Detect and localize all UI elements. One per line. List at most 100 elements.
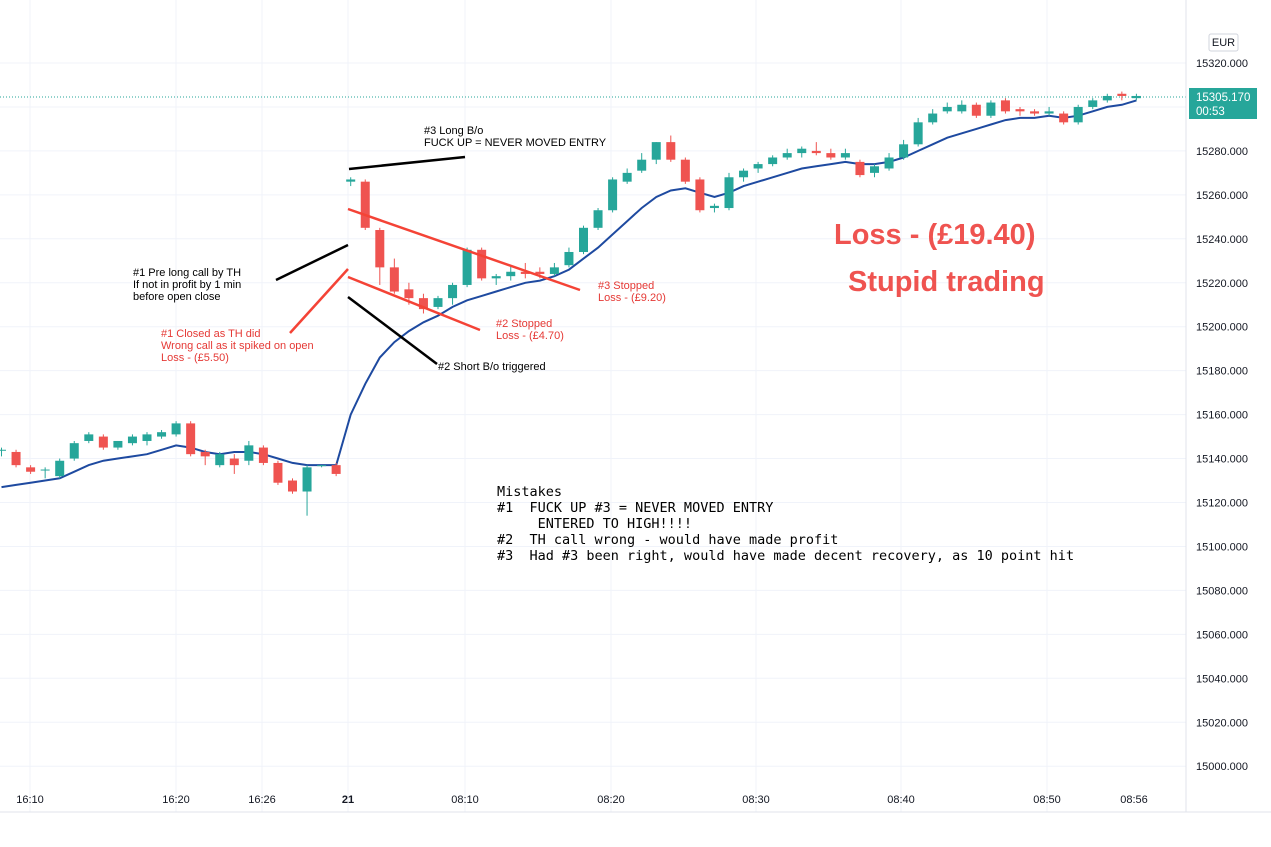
candle-body: [84, 434, 94, 441]
long-bo-line: [348, 155, 466, 171]
y-tick-label: 15180.000: [1196, 366, 1248, 378]
y-tick-label: 15140.000: [1196, 454, 1248, 466]
pre-long-note: #1 Pre long call by TH If not in profit …: [133, 267, 244, 303]
stopped2-note-line: Loss - (£4.70): [496, 330, 564, 342]
candle-body: [870, 166, 879, 173]
candle-body: [724, 177, 734, 209]
candle-body: [1000, 100, 1010, 112]
pre-long-pointer-line: [275, 243, 349, 282]
candle-body: [273, 462, 283, 483]
candle-body: [258, 447, 268, 463]
y-tick-label: 15100.000: [1196, 541, 1248, 553]
candle-body: [608, 179, 618, 211]
candle-body: [69, 443, 79, 459]
candle-body: [11, 451, 21, 466]
currency-badge[interactable]: [1208, 33, 1239, 52]
candle-body: [418, 298, 428, 310]
candle-body: [55, 460, 65, 477]
mistakes-line: #1 FUCK UP #3 = NEVER MOVED ENTRY: [497, 500, 773, 516]
closed-th-note-line: Loss - (£5.50): [161, 352, 229, 364]
candle-body: [826, 153, 836, 158]
candle-body: [506, 271, 516, 277]
long-bo-note-line: #3 Long B/o: [424, 125, 483, 137]
candle-body: [797, 148, 807, 154]
candle-body: [1015, 109, 1025, 112]
candle-body: [579, 227, 588, 252]
candle-body: [448, 284, 458, 299]
candle-body: [1102, 95, 1112, 101]
candle-body: [0, 449, 6, 451]
stopped3-note-line: #3 Stopped: [598, 280, 654, 292]
short-bo-pointer-line: [347, 296, 438, 365]
mistakes-line: ENTERED TO HIGH!!!!: [497, 516, 692, 532]
candle-body: [1088, 100, 1098, 107]
x-tick-label: 08:40: [887, 794, 915, 806]
candle-body: [1073, 106, 1083, 123]
y-tick-label: 15040.000: [1196, 673, 1248, 685]
y-tick-label: 15080.000: [1196, 585, 1248, 597]
stupid-trading-label: Stupid trading: [848, 266, 1045, 298]
candle-body: [957, 104, 967, 112]
price-axis[interactable]: 15320.00015300.00015280.00015260.0001524…: [1185, 0, 1271, 847]
x-tick-label: 08:20: [597, 794, 625, 806]
candle-body: [564, 251, 574, 266]
total-loss-label: Loss - (£19.40): [834, 219, 1035, 251]
x-tick-label: 21: [342, 794, 354, 806]
candle-body: [549, 267, 559, 274]
candle-body: [360, 181, 370, 228]
x-tick-label: 16:26: [248, 794, 276, 806]
candle-body: [40, 469, 50, 471]
stop2-red-line: [347, 275, 481, 332]
closed-th-note-line: #1 Closed as TH did: [161, 328, 260, 340]
short-bo-note: #2 Short B/o triggered: [438, 361, 546, 373]
stopped2-note: #2 Stopped Loss - (£4.70): [496, 318, 564, 342]
candle-body: [899, 144, 909, 158]
annotation-drawings: [275, 155, 581, 365]
long-bo-note: #3 Long B/o FUCK UP = NEVER MOVED ENTRY: [424, 125, 607, 149]
candle-body: [535, 271, 545, 274]
candles-layer: [0, 91, 1141, 516]
candle-body: [986, 102, 996, 116]
pre-long-note-line: before open close: [133, 291, 220, 303]
candle-body: [695, 179, 705, 211]
y-tick-label: 15220.000: [1196, 278, 1248, 290]
x-tick-label: 08:10: [451, 794, 479, 806]
y-tick-label: 15320.000: [1196, 58, 1248, 70]
mistakes-line: #2 TH call wrong - would have made profi…: [497, 532, 838, 548]
mistakes-note: Mistakes #1 FUCK UP #3 = NEVER MOVED ENT…: [497, 484, 1074, 564]
closed-th-note-line: Wrong call as it spiked on open: [161, 340, 314, 352]
y-tick-label: 15020.000: [1196, 717, 1248, 729]
candle-body: [491, 276, 501, 279]
last-price-badge: [1189, 88, 1257, 119]
candle-body: [1131, 95, 1141, 99]
candle-body: [157, 432, 167, 437]
candle-body: [1044, 111, 1054, 114]
y-tick-label: 15060.000: [1196, 629, 1248, 641]
stopped3-note-line: Loss - (£9.20): [598, 292, 666, 304]
candle-body: [200, 451, 210, 457]
time-axis[interactable]: 16:10 16:20 16:26 21 08:10 08:20 08:30 08:40 08:…: [0, 794, 1271, 813]
pre-long-note-line: If not in profit by 1 min: [133, 279, 241, 291]
candle-body: [768, 157, 778, 165]
x-tick-label: 16:10: [16, 794, 44, 806]
candle-body: [884, 157, 894, 169]
stopped2-note-line: #2 Stopped: [496, 318, 552, 330]
candle-body: [98, 436, 108, 448]
candle-body: [171, 423, 181, 435]
candle-body: [113, 440, 123, 448]
currency-label: EUR: [1212, 37, 1235, 49]
candle-body: [666, 142, 676, 160]
closed-th-note: #1 Closed as TH did Wrong call as it spi…: [161, 328, 317, 364]
y-tick-label: 15160.000: [1196, 410, 1248, 422]
candle-body: [753, 164, 763, 169]
mistakes-line: #3 Had #3 been right, would have made de…: [497, 548, 1074, 564]
candle-body: [811, 150, 821, 154]
y-tick-label: 15280.000: [1196, 146, 1248, 158]
stopped3-note: #3 Stopped Loss - (£9.20): [598, 280, 666, 304]
grid-lines: [0, 0, 1186, 812]
candle-body: [520, 271, 530, 274]
candle-body: [840, 153, 850, 158]
candle-body: [1030, 111, 1040, 114]
candle-body: [215, 454, 225, 466]
